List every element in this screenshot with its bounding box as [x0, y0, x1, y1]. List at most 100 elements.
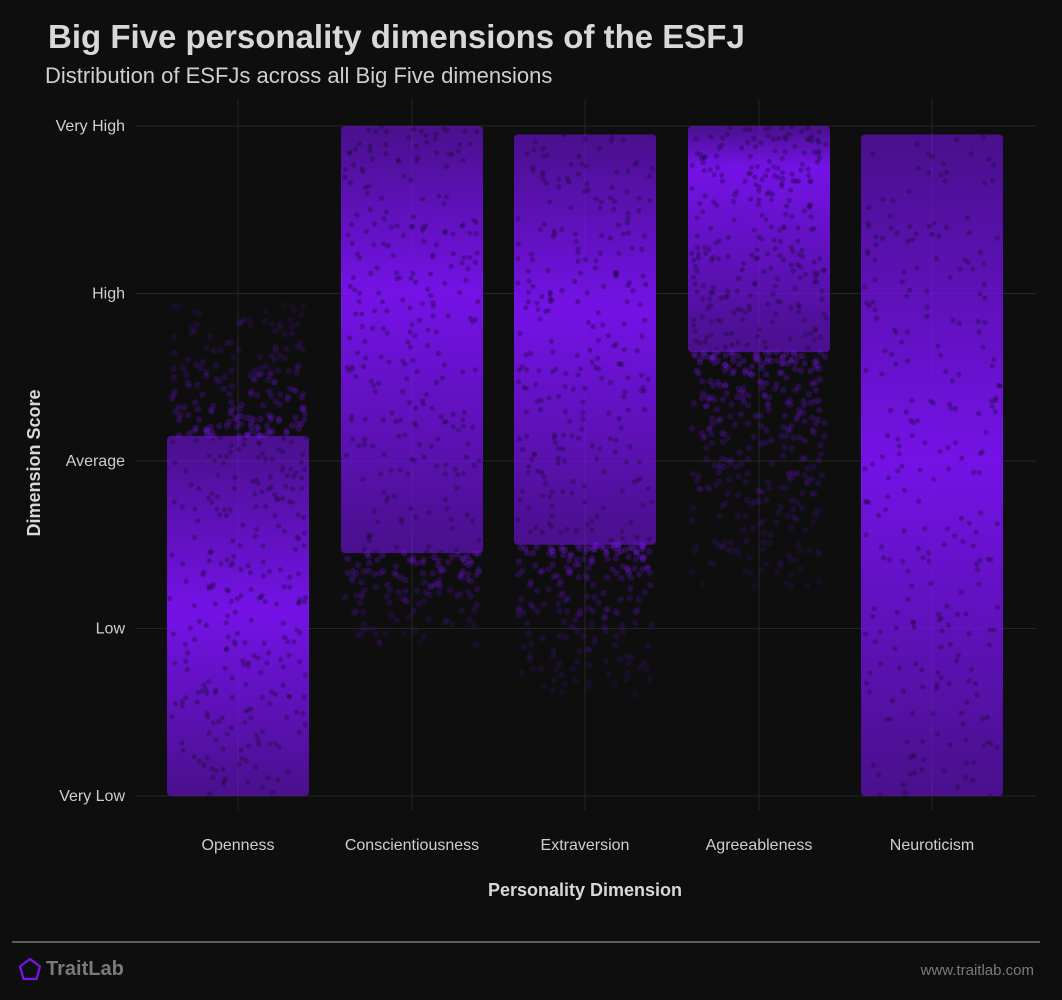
traitlab-logo[interactable]: TraitLab [18, 957, 124, 981]
data-point [777, 558, 784, 566]
data-point [730, 198, 737, 205]
data-point [788, 357, 795, 364]
data-point [707, 355, 714, 362]
data-point [276, 447, 282, 453]
data-point [811, 270, 817, 276]
data-point [247, 419, 255, 427]
data-point [742, 127, 749, 133]
data-point [705, 305, 711, 311]
data-point [302, 595, 309, 601]
data-point [878, 661, 884, 667]
data-point [767, 357, 775, 364]
data-point [460, 417, 466, 423]
data-point [821, 311, 827, 317]
data-point [549, 489, 555, 495]
data-point [610, 544, 618, 552]
data-point [989, 403, 995, 409]
data-point [523, 620, 531, 627]
data-point [212, 689, 218, 696]
data-point [821, 353, 829, 360]
data-point [759, 212, 765, 218]
data-point [395, 157, 401, 163]
data-point [210, 774, 216, 781]
data-point [695, 255, 701, 261]
data-point [810, 463, 817, 471]
data-point [575, 299, 581, 305]
data-point [632, 161, 638, 167]
data-point [823, 141, 829, 147]
data-point [549, 547, 556, 554]
y-tick-label: Low [96, 621, 126, 638]
data-point [547, 544, 554, 552]
data-point [626, 544, 634, 551]
data-point [920, 684, 926, 690]
data-point [747, 126, 753, 132]
data-point [788, 244, 794, 250]
data-point [780, 257, 787, 263]
data-point [535, 468, 541, 474]
data-point [807, 399, 814, 406]
data-point [267, 474, 273, 480]
data-point [814, 137, 821, 143]
data-point [909, 398, 915, 404]
data-point [537, 316, 543, 322]
data-point [711, 354, 718, 361]
data-point [921, 757, 927, 763]
data-point [694, 215, 700, 221]
data-point [807, 178, 813, 185]
data-point [256, 353, 264, 361]
data-point [354, 632, 361, 639]
data-point [201, 762, 207, 769]
data-point [791, 365, 799, 373]
data-point [773, 381, 780, 388]
data-point [206, 495, 212, 501]
data-point [254, 526, 260, 532]
site-url[interactable]: www.traitlab.com [920, 962, 1034, 979]
data-point [873, 234, 879, 240]
data-point [366, 538, 372, 544]
data-point [550, 573, 558, 580]
data-point [704, 483, 711, 490]
data-point [907, 223, 913, 229]
data-point [410, 126, 417, 132]
data-point [734, 512, 742, 519]
data-point [723, 294, 729, 300]
data-point [560, 552, 567, 559]
data-point [894, 609, 900, 616]
data-point [730, 368, 737, 375]
data-point [747, 292, 754, 299]
data-point [300, 514, 307, 520]
data-point [821, 268, 827, 274]
data-point [243, 681, 249, 688]
data-point [436, 583, 444, 590]
data-point [445, 558, 452, 566]
data-point [933, 255, 940, 262]
data-point [558, 689, 565, 696]
data-point [560, 446, 566, 452]
data-point [297, 596, 303, 603]
data-point [646, 536, 652, 542]
data-point [600, 283, 607, 289]
data-point [581, 548, 589, 556]
data-point [471, 217, 477, 223]
data-point [460, 423, 467, 429]
data-point [197, 364, 204, 371]
data-point [299, 485, 305, 491]
data-point [689, 185, 695, 192]
data-point [753, 182, 759, 188]
data-point [723, 456, 731, 464]
data-point [628, 519, 634, 526]
data-point [405, 339, 411, 345]
data-point [885, 475, 892, 481]
data-point [417, 441, 423, 448]
data-point [924, 313, 930, 319]
data-point [699, 155, 705, 162]
data-point [586, 646, 593, 654]
data-point [540, 682, 548, 690]
data-point [545, 267, 551, 274]
data-point [206, 558, 212, 564]
data-point [623, 653, 630, 660]
data-point [352, 146, 359, 152]
data-point [625, 553, 632, 560]
data-point [772, 283, 778, 289]
